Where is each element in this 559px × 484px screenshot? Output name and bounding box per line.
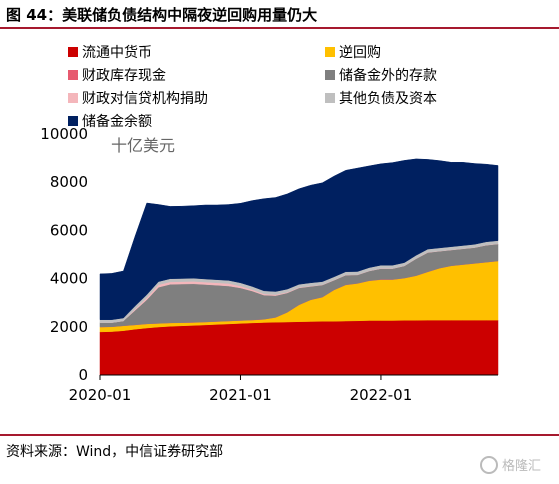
- y-tick-label: 8000: [50, 173, 88, 191]
- x-tick-label: 2021-01: [209, 386, 272, 404]
- legend-swatch: [325, 47, 335, 57]
- legend-swatch: [68, 93, 78, 103]
- area-series-6: [99, 158, 499, 320]
- legend-swatch: [68, 116, 78, 126]
- watermark-logo-icon: [480, 455, 498, 474]
- y-tick-label: 4000: [50, 270, 88, 288]
- y-tick-label: 0: [78, 366, 88, 384]
- legend-swatch: [325, 93, 335, 103]
- legend-swatch: [68, 47, 78, 57]
- legend-label: 其他负债及资本: [339, 91, 437, 107]
- x-tick-label: 2020-01: [69, 386, 132, 404]
- legend-label: 逆回购: [339, 45, 381, 61]
- x-tick-label: 2022-01: [350, 386, 413, 404]
- watermark-text: 格隆汇: [502, 459, 542, 474]
- legend-swatch: [325, 70, 335, 80]
- legend-item-other-deposits: 储备金外的存款: [325, 65, 437, 85]
- legend-item-treasury-contribution: 财政对信贷机构捐助: [68, 88, 208, 108]
- y-tick-label: 6000: [50, 221, 88, 239]
- y-tick-label: 10000: [40, 125, 88, 143]
- legend-item-treasury-cash: 财政库存现金: [68, 65, 166, 85]
- footer-divider: [0, 434, 559, 436]
- source-note: 资料来源：Wind，中信证券研究部: [6, 444, 224, 460]
- legend-label: 财政库存现金: [82, 68, 166, 84]
- stacked-areas: [99, 158, 499, 376]
- legend-item-currency: 流通中货币: [68, 42, 152, 62]
- legend-swatch: [68, 70, 78, 80]
- title-divider: [0, 27, 559, 29]
- legend-label: 流通中货币: [82, 45, 152, 61]
- y-tick-label: 2000: [50, 318, 88, 336]
- axes: 0 2000 4000 6000 8000 10000 2020-01 2021-01 2022…: [40, 125, 498, 404]
- legend-item-reverse-repo: 逆回购: [325, 42, 381, 62]
- legend-label: 储备金外的存款: [339, 68, 437, 84]
- area-series-0: [99, 319, 499, 376]
- legend-label: 财政对信贷机构捐助: [82, 91, 208, 107]
- figure-title: 图 44：美联储负债结构中隔夜逆回购用量仍大: [6, 6, 318, 24]
- watermark: 格隆汇: [480, 455, 541, 474]
- legend-item-other-liabilities: 其他负债及资本: [325, 88, 437, 108]
- legend-label: 储备金余额: [82, 114, 152, 130]
- unit-label: 十亿美元: [111, 136, 176, 155]
- legend-item-reserve-balances: 储备金余额: [68, 111, 152, 131]
